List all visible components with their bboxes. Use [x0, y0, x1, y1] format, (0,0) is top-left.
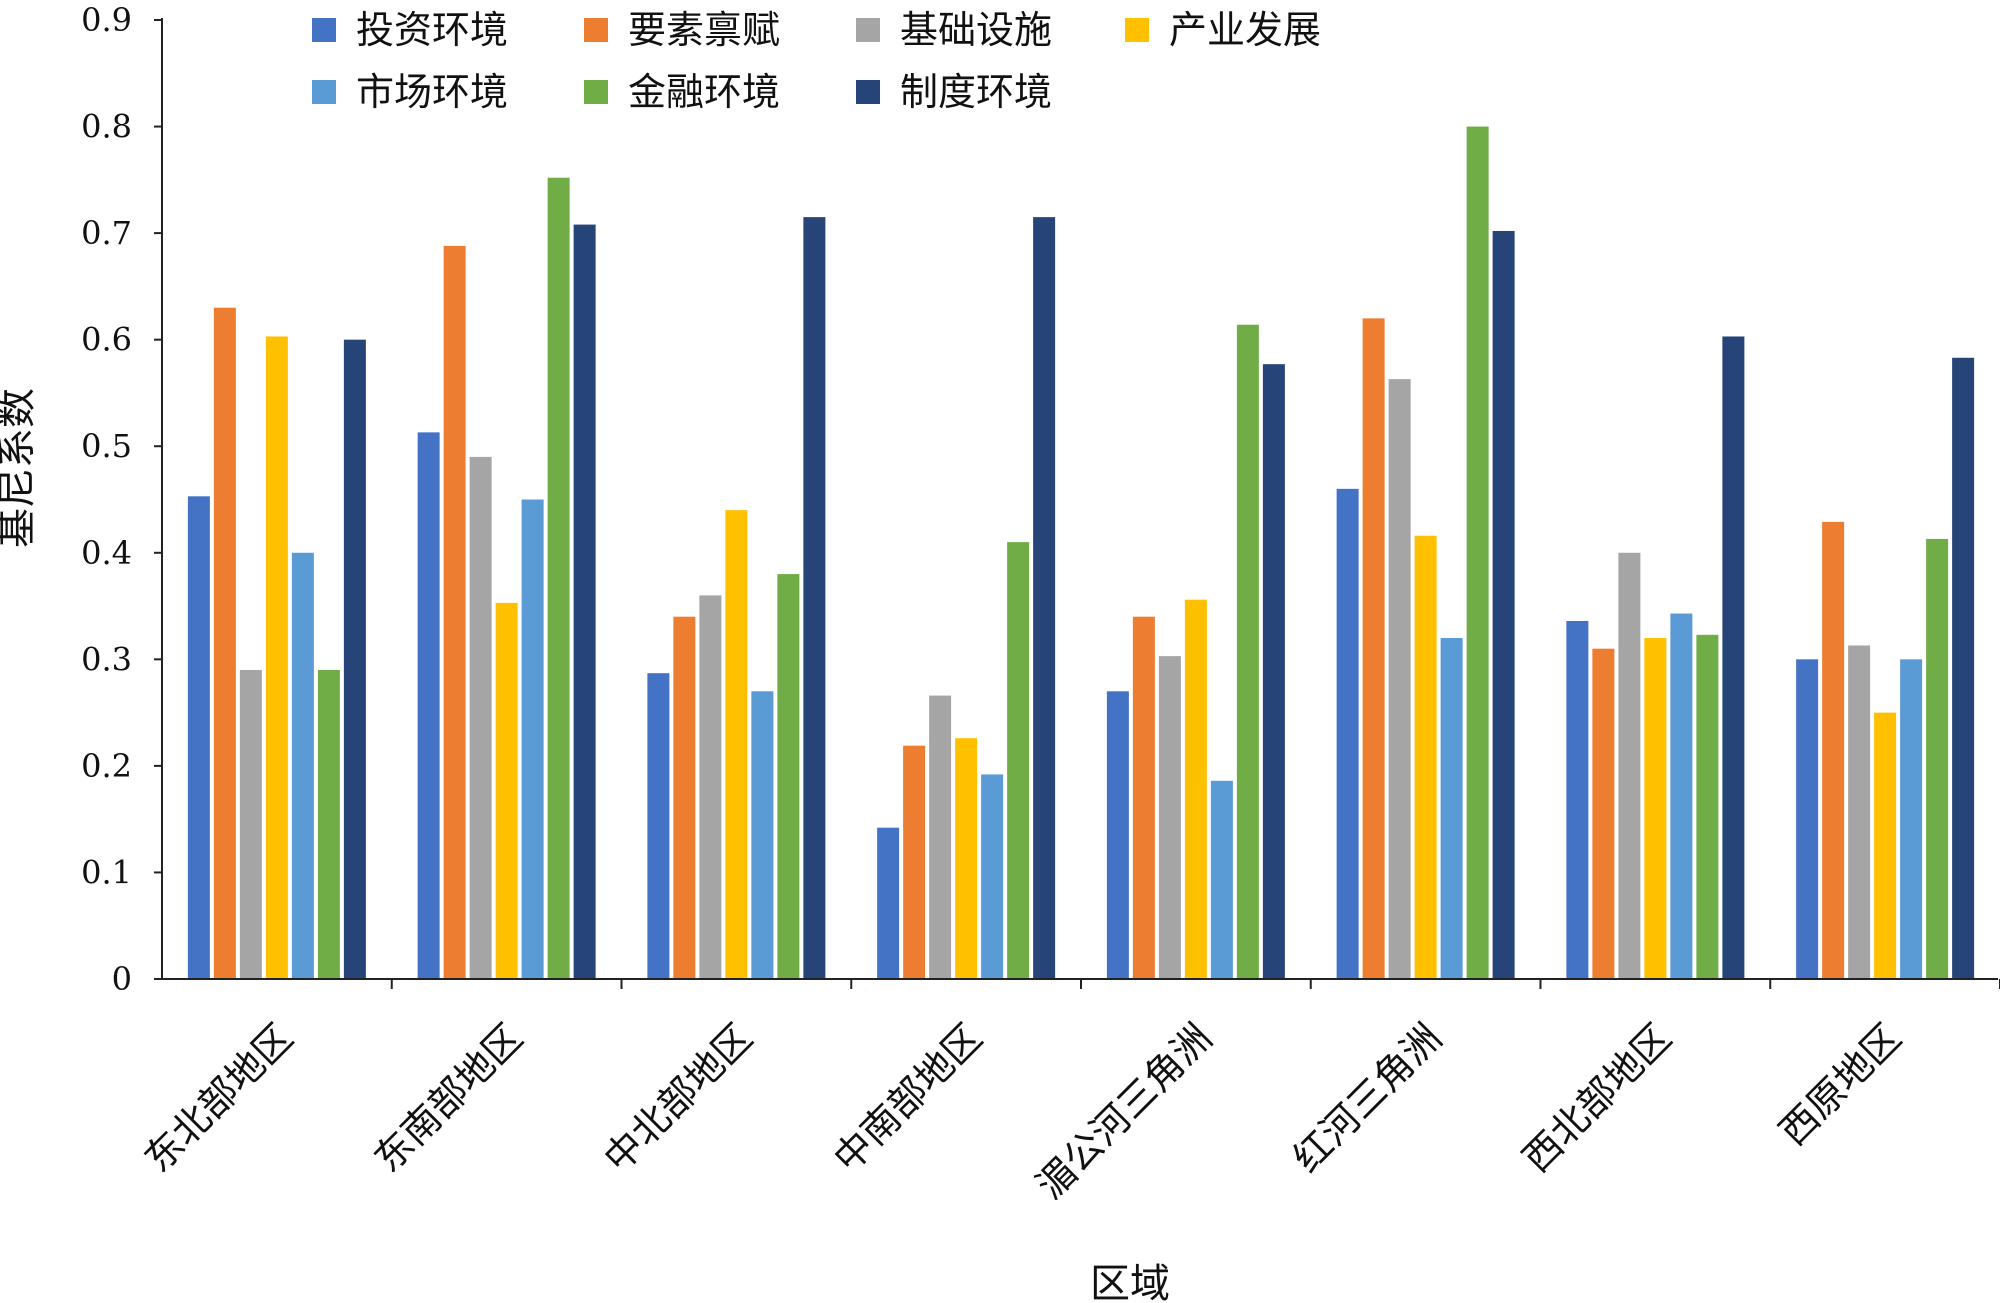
bar — [699, 595, 722, 979]
y-tick-label: 0.9 — [81, 1, 132, 39]
bar — [1848, 645, 1871, 979]
legend-label: 要素禀赋 — [628, 8, 780, 52]
legend-label: 产业发展 — [1169, 8, 1321, 52]
bar — [1952, 357, 1975, 979]
bar — [291, 552, 314, 979]
bar — [1926, 538, 1949, 979]
legend-label: 基础设施 — [900, 8, 1052, 52]
bar — [877, 827, 900, 979]
bar — [777, 574, 800, 979]
bar — [1618, 552, 1641, 979]
bar — [725, 510, 748, 979]
bar — [803, 217, 826, 979]
bar — [1722, 336, 1745, 980]
legend-swatch — [856, 18, 880, 42]
legend-swatch — [584, 18, 608, 42]
bar — [187, 496, 210, 979]
bar — [213, 307, 236, 979]
bar — [1184, 599, 1207, 979]
legend-swatch — [312, 80, 336, 104]
bar — [443, 245, 466, 980]
bar — [1007, 542, 1030, 979]
bar — [1388, 379, 1411, 979]
y-tick-label: 0.5 — [81, 427, 132, 465]
y-axis-title: 基尼系数 — [0, 388, 40, 548]
bar — [1566, 620, 1589, 979]
bar — [1236, 324, 1259, 979]
bar — [265, 336, 288, 980]
x-tick-label: 湄公河三角洲 — [1028, 1015, 1220, 1207]
bar — [929, 695, 952, 979]
bar — [673, 616, 696, 979]
bar — [903, 745, 926, 979]
y-tick-label: 0.3 — [81, 640, 132, 678]
bar — [1210, 780, 1233, 979]
legend-label: 投资环境 — [356, 8, 508, 52]
bar — [343, 339, 366, 980]
bar — [1696, 634, 1719, 979]
bar — [751, 691, 774, 979]
bar — [573, 224, 596, 979]
bar — [1492, 230, 1515, 980]
legend-swatch — [312, 18, 336, 42]
bars-layer — [187, 126, 1975, 980]
x-tick-label: 红河三角洲 — [1285, 1015, 1450, 1180]
bar — [981, 774, 1004, 979]
bar — [521, 499, 544, 979]
bar — [417, 432, 440, 979]
legend-swatch — [584, 80, 608, 104]
legend-label: 市场环境 — [356, 70, 508, 114]
x-tick-label: 中南部地区 — [825, 1015, 990, 1180]
bar — [239, 669, 262, 979]
x-tick-label: 西北部地区 — [1514, 1015, 1679, 1180]
bar — [1414, 535, 1437, 979]
y-tick-label: 0.2 — [81, 747, 132, 785]
bar — [1262, 364, 1285, 979]
x-tick-label: 东北部地区 — [136, 1015, 301, 1180]
legend-label: 金融环境 — [628, 70, 780, 114]
x-tick-label: 中北部地区 — [595, 1015, 760, 1180]
x-axis-title: 区域 — [1090, 1261, 1170, 1303]
bar — [647, 673, 670, 979]
bar — [1336, 488, 1359, 979]
y-tick-label: 0.1 — [81, 853, 132, 891]
y-tick-label: 0.8 — [81, 108, 132, 146]
bar — [469, 456, 492, 979]
bar — [495, 602, 518, 979]
bar — [1874, 712, 1897, 979]
bar — [1796, 659, 1819, 979]
bar — [1644, 638, 1667, 979]
x-tick-label: 东南部地区 — [366, 1015, 531, 1180]
bar — [1362, 318, 1385, 979]
bar — [1033, 217, 1056, 979]
bar — [1466, 126, 1489, 980]
bar — [317, 669, 340, 979]
legend-swatch — [1125, 18, 1149, 42]
bar — [547, 177, 570, 980]
y-tick-label: 0.4 — [81, 534, 132, 572]
bar — [1670, 613, 1693, 979]
bar — [1106, 691, 1129, 979]
bar — [1592, 648, 1615, 979]
x-tick-label: 西原地区 — [1771, 1015, 1910, 1154]
legend-label: 制度环境 — [900, 70, 1052, 114]
bar — [1440, 638, 1463, 979]
y-tick-label: 0 — [112, 960, 132, 998]
bar — [955, 738, 978, 979]
legend-swatch — [856, 80, 880, 104]
bar — [1132, 616, 1155, 979]
bar — [1900, 659, 1923, 979]
y-tick-label: 0.6 — [81, 321, 132, 359]
bar — [1822, 521, 1845, 979]
bar — [1158, 656, 1181, 979]
y-tick-label: 0.7 — [81, 214, 132, 252]
